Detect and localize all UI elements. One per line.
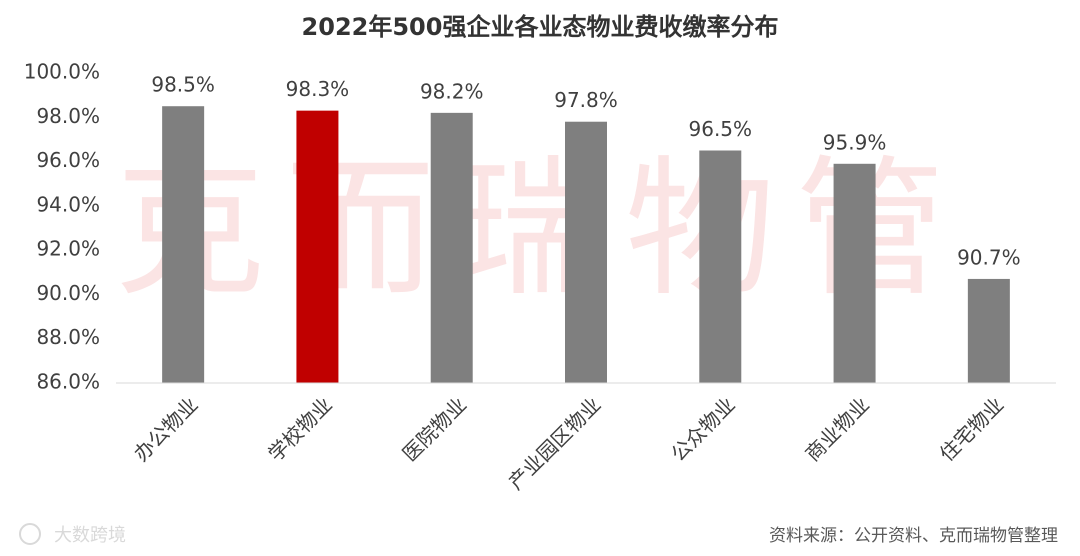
bar — [296, 110, 339, 384]
y-tick-label: 94.0% — [36, 192, 100, 216]
value-label: 98.3% — [286, 77, 350, 101]
value-label: 97.8% — [554, 88, 618, 112]
value-label: 96.5% — [689, 117, 753, 141]
bar — [565, 121, 607, 383]
y-tick-label: 96.0% — [36, 148, 100, 172]
y-tick-label: 100.0% — [24, 60, 100, 84]
y-tick-label: 86.0% — [36, 370, 100, 394]
value-label: 95.9% — [823, 130, 887, 154]
logo: 大数跨境 — [54, 525, 126, 546]
bar — [967, 278, 1010, 383]
bar — [162, 106, 205, 383]
bar — [430, 112, 473, 383]
y-tick-label: 90.0% — [36, 281, 100, 305]
value-label: 90.7% — [957, 245, 1021, 269]
y-tick-label: 98.0% — [36, 104, 100, 128]
y-tick-label: 88.0% — [36, 325, 100, 349]
y-tick-label: 92.0% — [36, 237, 100, 261]
watermark: 克而瑞物管 — [115, 143, 965, 317]
logo-icon — [19, 523, 41, 545]
chart-title: 2022年500强企业各业态物业费收缴率分布 — [302, 13, 779, 41]
bar — [699, 150, 742, 383]
bar — [833, 163, 876, 383]
value-label: 98.2% — [420, 79, 484, 103]
value-label: 98.5% — [151, 73, 215, 97]
source: 资料来源：公开资料、克而瑞物管整理 — [769, 526, 1058, 546]
